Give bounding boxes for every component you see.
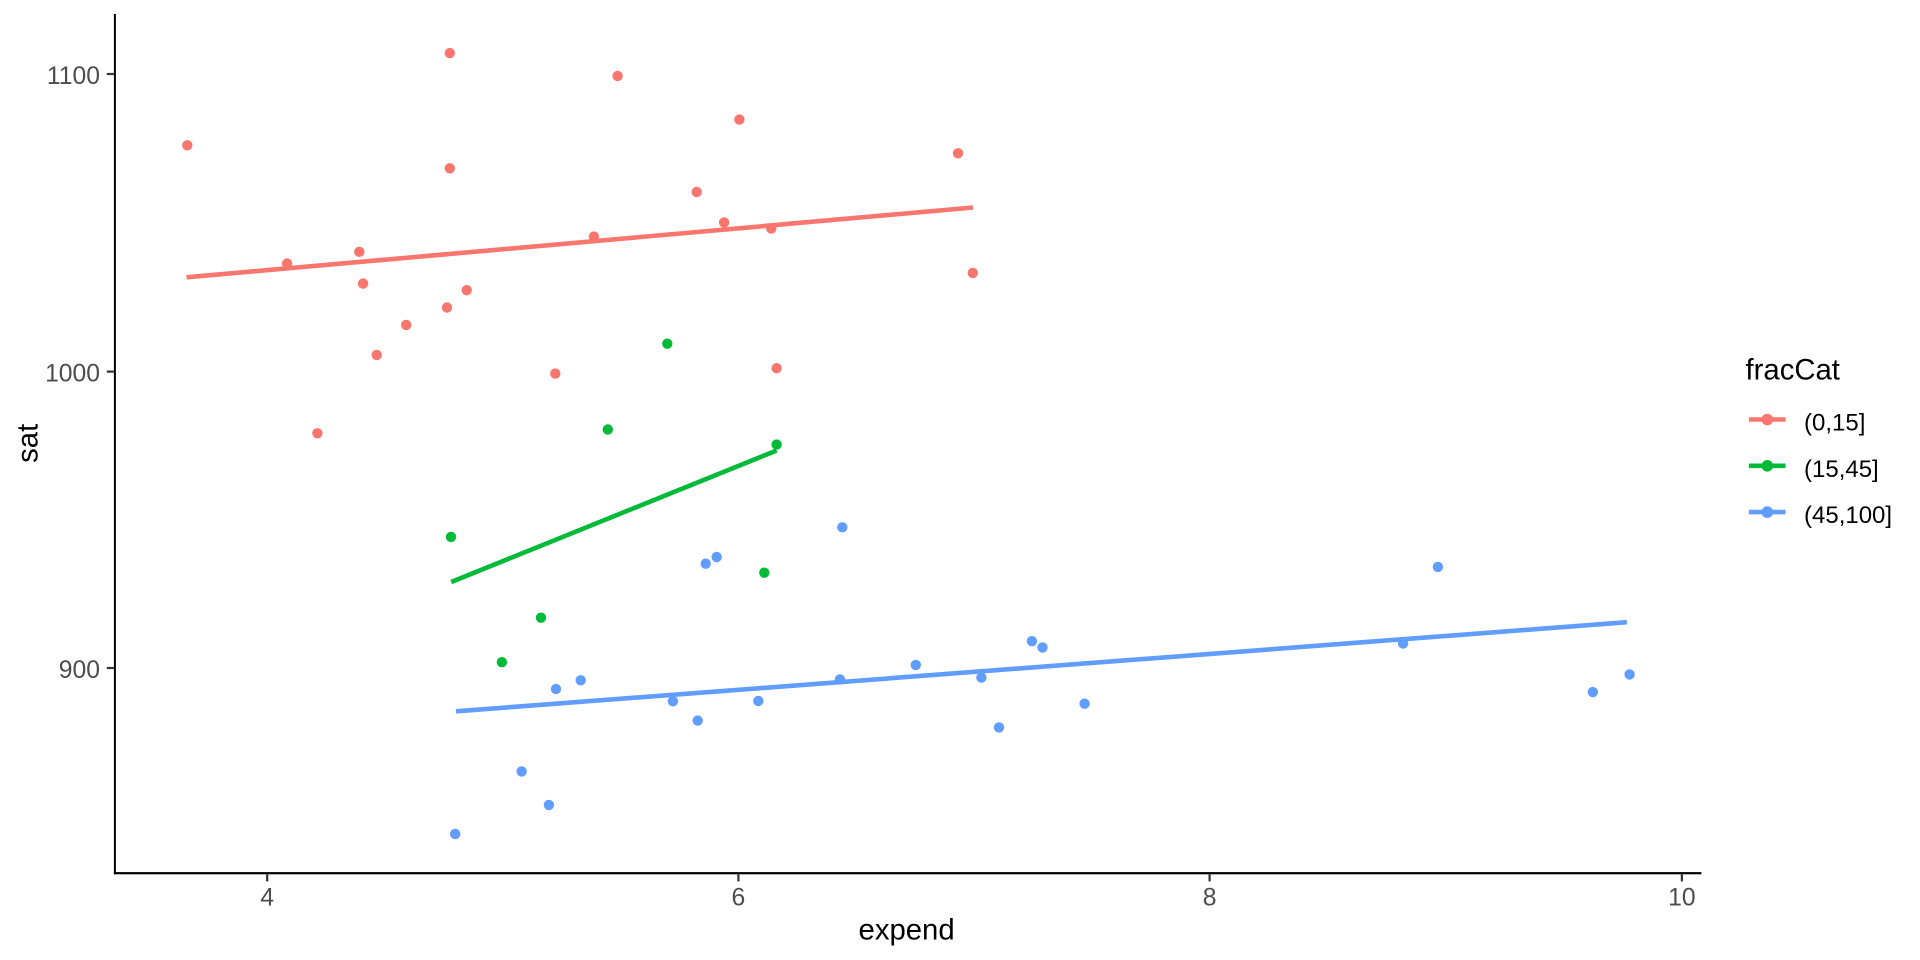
svg-text:1000: 1000 [45,361,100,388]
svg-text:4: 4 [260,885,274,912]
svg-text:(0,15]: (0,15] [1804,410,1865,437]
svg-text:expend: expend [859,913,955,946]
svg-text:fracCat: fracCat [1746,354,1840,387]
svg-text:6: 6 [732,885,746,912]
svg-text:8: 8 [1203,885,1217,912]
svg-text:sat: sat [12,424,45,463]
svg-text:10: 10 [1668,885,1695,912]
svg-text:900: 900 [59,657,100,684]
svg-text:(15,45]: (15,45] [1804,456,1879,483]
svg-text:(45,100]: (45,100] [1804,502,1892,529]
svg-text:1100: 1100 [47,63,100,90]
